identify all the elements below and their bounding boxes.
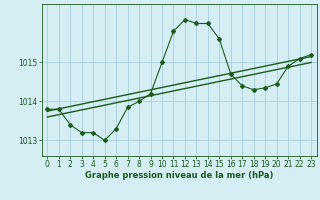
X-axis label: Graphe pression niveau de la mer (hPa): Graphe pression niveau de la mer (hPa)	[85, 171, 273, 180]
